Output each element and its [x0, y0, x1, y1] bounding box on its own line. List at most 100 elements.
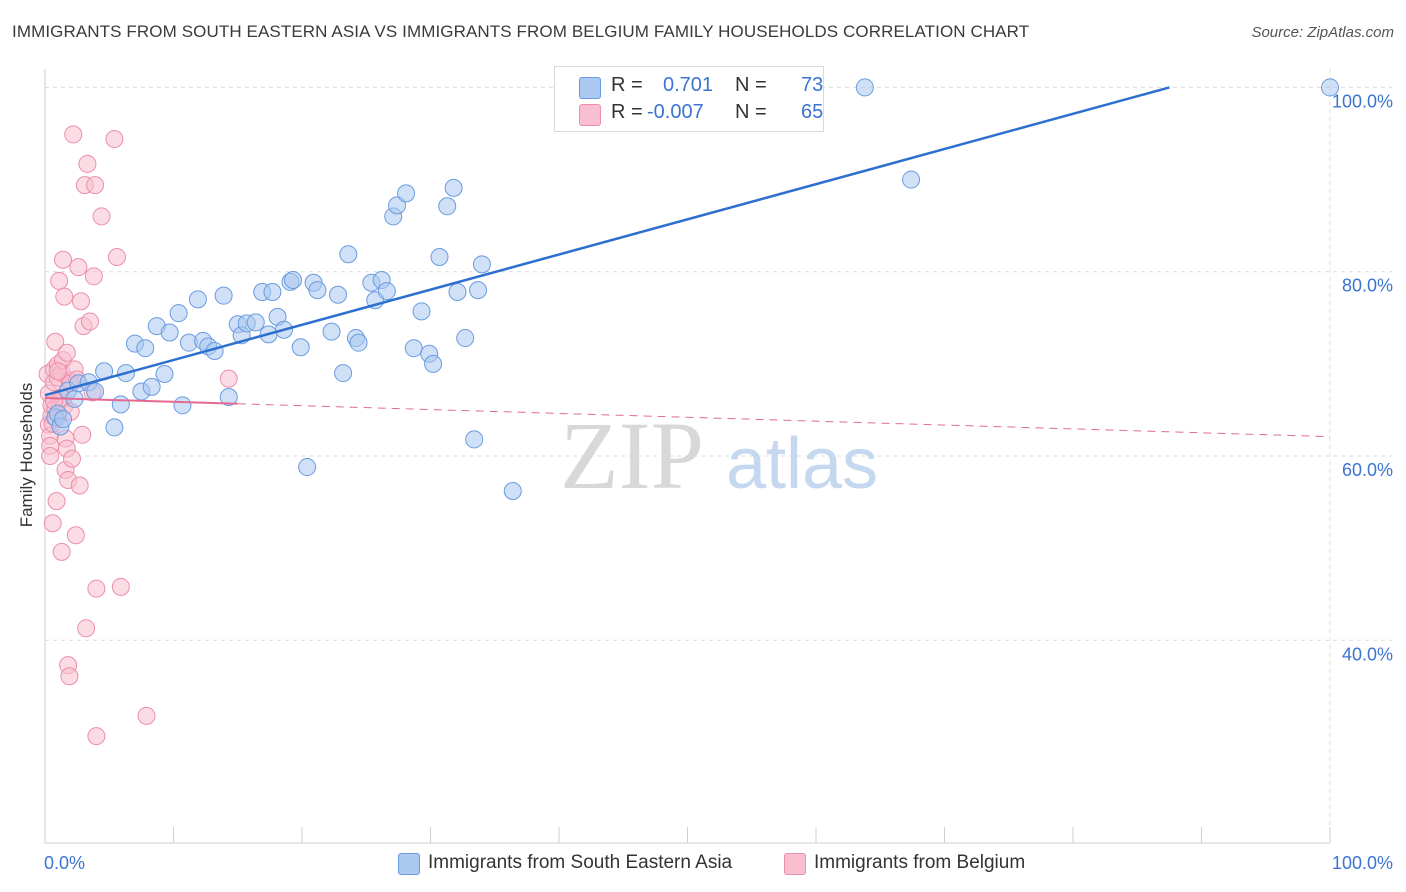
pink-series-points: [38, 125, 238, 746]
legend-r-label: R =: [611, 74, 643, 96]
pink-trend-line-dashed: [237, 403, 1331, 438]
pink-data-point: [84, 267, 103, 286]
blue-data-point: [424, 354, 443, 373]
blue-data-point: [105, 418, 124, 437]
blue-data-point: [173, 396, 192, 415]
blue-data-point: [155, 364, 174, 383]
blue-data-point: [430, 247, 449, 266]
blue-data-point: [438, 197, 457, 216]
pink-data-point: [73, 425, 92, 444]
blue-data-point: [1321, 78, 1339, 97]
blue-data-point: [503, 482, 522, 501]
x-tick-label: 0.0%: [44, 853, 85, 873]
blue-data-point: [472, 255, 491, 274]
blue-data-point: [291, 338, 310, 357]
chart-title: IMMIGRANTS FROM SOUTH EASTERN ASIA VS IM…: [12, 22, 1030, 41]
y-tick-label: 60.0%: [1342, 460, 1393, 480]
pink-data-point: [53, 250, 72, 269]
blue-data-point: [412, 302, 431, 321]
pink-data-point: [46, 332, 65, 351]
pink-trend-line-solid: [44, 396, 238, 405]
blue-data-point: [855, 78, 874, 97]
legend-label-belgium: Immigrants from Belgium: [814, 852, 1026, 873]
blue-data-point: [284, 271, 303, 290]
blue-data-point: [169, 304, 188, 323]
y-tick-label: 100.0%: [1332, 91, 1393, 111]
legend-r-value: 0.701: [663, 74, 714, 96]
blue-data-point: [136, 339, 155, 358]
legend-n-label: N =: [735, 101, 767, 123]
pink-data-point: [66, 526, 85, 545]
tick-labels: 40.0% 60.0% 80.0% 100.0% 0.0% 100.0%: [44, 91, 1393, 873]
legend-label-sea: Immigrants from South Eastern Asia: [428, 852, 733, 873]
blue-data-point: [188, 290, 207, 309]
pink-data-point: [86, 176, 105, 195]
blue-data-point: [308, 281, 327, 300]
blue-data-point: [322, 322, 341, 341]
legend-swatch-blue: [398, 853, 420, 875]
pink-data-point: [92, 207, 111, 226]
blue-data-point: [298, 458, 317, 477]
pink-data-point: [80, 312, 99, 331]
blue-data-point: [219, 388, 238, 407]
legend-n-value: 65: [801, 101, 824, 123]
legend-swatch-pink: [579, 104, 601, 126]
pink-data-point: [219, 369, 238, 388]
legend-swatch-pink: [784, 853, 806, 875]
blue-data-point: [397, 184, 416, 203]
pink-data-point: [47, 492, 66, 511]
blue-data-point: [444, 178, 463, 197]
pink-data-point: [62, 449, 81, 468]
legend-n-label: N =: [735, 74, 767, 96]
grid-lines: [45, 69, 1392, 843]
pink-data-point: [77, 619, 96, 638]
blue-data-point: [404, 339, 423, 358]
blue-data-point: [263, 282, 282, 301]
watermark-zip: ZIP: [560, 402, 704, 509]
pink-data-point: [57, 343, 76, 362]
legend-swatch-blue: [579, 77, 601, 99]
pink-data-point: [137, 706, 156, 725]
blue-data-point: [448, 282, 467, 301]
blue-trend-line: [44, 86, 1170, 397]
pink-data-point: [48, 362, 67, 381]
pink-data-point: [87, 579, 106, 598]
pink-data-point: [111, 577, 130, 596]
pink-data-point: [52, 542, 71, 561]
blue-data-point: [142, 377, 161, 396]
blue-data-point: [902, 170, 921, 189]
trend-lines: [44, 86, 1331, 438]
watermark: ZIP atlas: [560, 402, 878, 509]
pink-data-point: [69, 258, 88, 277]
blue-data-point: [214, 286, 233, 305]
pink-data-point: [70, 476, 89, 495]
blue-data-point: [246, 313, 265, 332]
pink-data-point: [43, 514, 62, 533]
blue-data-point: [111, 395, 130, 414]
source-label: Source: ZipAtlas.com: [1251, 24, 1394, 41]
pink-data-point: [87, 727, 106, 746]
blue-data-point: [349, 333, 368, 352]
blue-data-point: [53, 410, 72, 429]
x-tick-label: 100.0%: [1332, 853, 1393, 873]
y-tick-label: 80.0%: [1342, 276, 1393, 296]
blue-data-point: [456, 329, 475, 348]
watermark-atlas: atlas: [726, 424, 878, 504]
blue-data-point: [334, 364, 353, 383]
pink-data-point: [71, 292, 90, 311]
blue-data-point: [339, 245, 358, 264]
blue-data-point: [86, 382, 105, 401]
blue-data-point: [388, 196, 407, 215]
pink-data-point: [55, 287, 74, 306]
blue-data-point: [160, 323, 179, 342]
pink-data-point: [60, 667, 79, 686]
blue-data-point: [465, 430, 484, 449]
legend-r-label: R =: [611, 101, 643, 123]
blue-data-point: [469, 281, 488, 300]
blue-series-points: [46, 78, 1339, 501]
pink-data-point: [107, 247, 126, 266]
legend-n-value: 73: [801, 74, 824, 96]
blue-data-point: [328, 285, 347, 304]
pink-data-point: [50, 271, 69, 290]
